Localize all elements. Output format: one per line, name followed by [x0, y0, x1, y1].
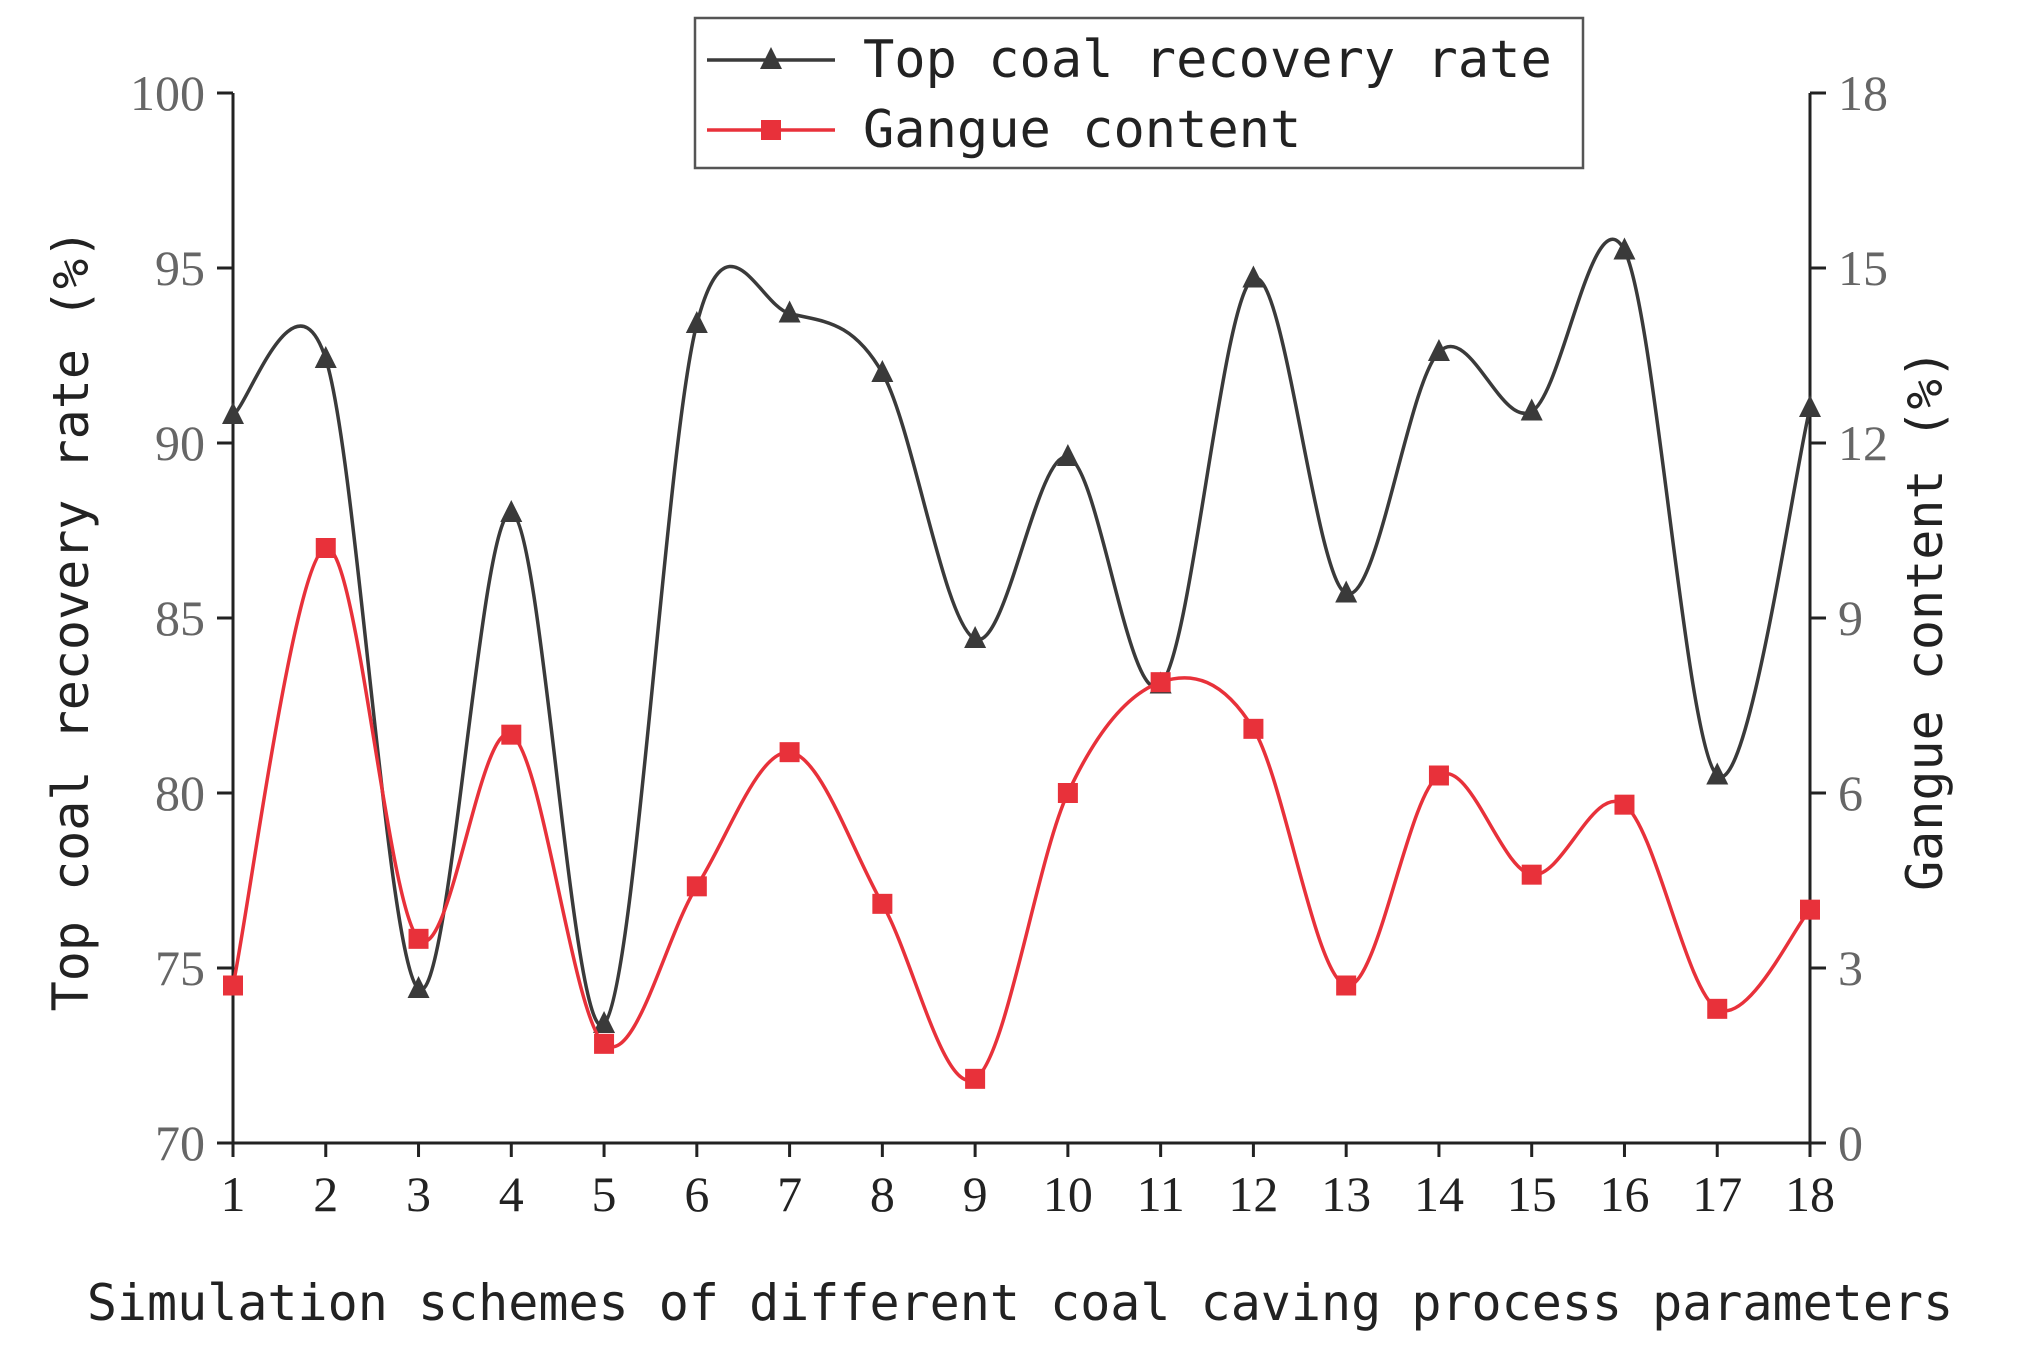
left-tick-label: 100 — [130, 65, 205, 121]
right-tick-label: 3 — [1838, 940, 1863, 996]
recovery-point — [778, 300, 801, 323]
recovery-point — [222, 402, 244, 424]
x-tick-label: 5 — [592, 1166, 617, 1222]
gangue-point — [1521, 864, 1542, 885]
x-tick-label: 1 — [221, 1166, 246, 1222]
recovery-point — [1613, 237, 1636, 260]
recovery-point — [500, 500, 523, 522]
gangue-point — [408, 928, 429, 949]
x-tick-label: 14 — [1414, 1166, 1464, 1222]
gangue-point — [594, 1033, 615, 1054]
x-tick-label: 18 — [1785, 1166, 1835, 1222]
recovery-point — [1799, 395, 1821, 417]
gangue-point — [1243, 718, 1264, 739]
x-tick-label: 12 — [1228, 1166, 1278, 1222]
recovery-point — [1056, 444, 1079, 466]
recovery-point — [964, 626, 987, 648]
legend: Top coal recovery rate Gangue content — [693, 16, 1585, 170]
x-tick-label: 9 — [963, 1166, 988, 1222]
recovery-point — [593, 1011, 616, 1033]
legend-gangue-swatch-marker — [761, 120, 781, 140]
legend-recovery-label: Top coal recovery rate — [863, 30, 1552, 90]
recovery-point — [1242, 265, 1265, 288]
right-tick-label: 9 — [1838, 590, 1863, 646]
left-tick-label: 70 — [155, 1115, 205, 1171]
recovery-point — [1335, 580, 1358, 603]
x-tick-label: 7 — [777, 1166, 802, 1222]
x-tick-label: 3 — [406, 1166, 431, 1222]
left-tick-label: 90 — [155, 415, 205, 471]
recovery-point — [407, 976, 430, 998]
x-tick-label: 2 — [313, 1166, 338, 1222]
x-tick-label: 15 — [1507, 1166, 1557, 1222]
recovery-point — [1427, 339, 1450, 361]
right-tick-label: 0 — [1838, 1115, 1863, 1171]
gangue-point — [686, 876, 707, 897]
gangue-point — [1336, 975, 1357, 996]
x-tick-label: 16 — [1599, 1166, 1649, 1222]
x-axis-title: Simulation schemes of different coal cav… — [87, 1274, 1953, 1332]
gangue-point — [1057, 783, 1078, 803]
gangue-point — [1150, 672, 1171, 693]
x-tick-label: 8 — [870, 1166, 895, 1222]
gangue-point — [315, 538, 336, 558]
x-tick-label: 17 — [1692, 1166, 1742, 1222]
right-axis-title: Gangue content (%) — [1896, 349, 1954, 891]
gangue-point — [1707, 998, 1728, 1019]
left-axis-title: Top coal recovery rate (%) — [42, 229, 100, 1012]
right-tick-label: 6 — [1838, 765, 1863, 821]
recovery-point — [871, 360, 894, 382]
gangue-point — [501, 724, 522, 745]
left-tick-label: 80 — [155, 765, 205, 821]
left-tick-label: 85 — [155, 590, 205, 646]
recovery-point — [685, 311, 708, 333]
recovery-point — [1706, 762, 1729, 785]
gangue-point — [779, 742, 800, 763]
gangue-point — [1428, 765, 1449, 786]
legend-recovery-swatch-marker — [760, 47, 782, 69]
gangue-point — [223, 975, 243, 996]
x-tick-label: 11 — [1137, 1166, 1185, 1222]
right-tick-label: 12 — [1838, 415, 1888, 471]
series-layer — [222, 237, 1821, 1089]
x-tick-label: 10 — [1043, 1166, 1093, 1222]
legend-box — [693, 16, 1585, 170]
right-tick-label: 15 — [1838, 240, 1888, 296]
legend-gangue-label: Gangue content — [863, 100, 1301, 160]
x-tick-label: 4 — [499, 1166, 524, 1222]
left-tick-label: 75 — [155, 940, 205, 996]
recovery-point — [314, 346, 337, 368]
gangue-point — [965, 1068, 986, 1089]
right-tick-label: 18 — [1838, 65, 1888, 121]
x-tick-label: 6 — [684, 1166, 709, 1222]
gangue-point — [1614, 794, 1635, 815]
gangue-line — [231, 546, 1812, 1083]
axes — [217, 91, 1826, 1157]
left-tick-label: 95 — [155, 240, 205, 296]
gangue-point — [872, 893, 893, 914]
gangue-point — [1800, 899, 1820, 920]
recovery-point — [1520, 398, 1543, 421]
x-tick-label: 13 — [1321, 1166, 1371, 1222]
recovery-line — [231, 237, 1812, 1027]
